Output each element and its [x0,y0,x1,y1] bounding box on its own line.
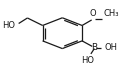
Text: B: B [91,43,97,52]
Text: HO: HO [2,21,15,30]
Text: OH: OH [104,43,117,52]
Text: HO: HO [81,56,94,65]
Text: CH₃: CH₃ [103,9,119,18]
Text: O: O [90,9,97,18]
